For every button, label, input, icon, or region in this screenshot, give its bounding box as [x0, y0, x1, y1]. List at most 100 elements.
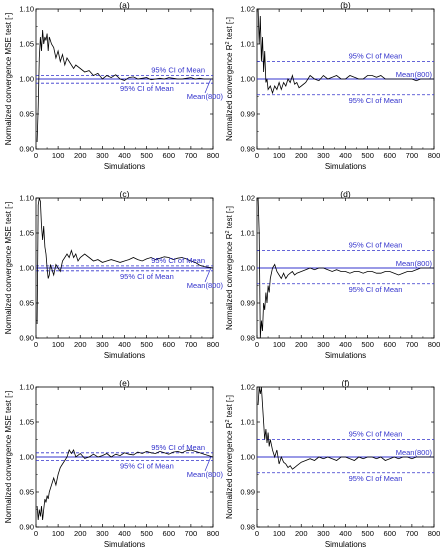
ci-upper-annotation: 95% CI of Mean [349, 430, 403, 439]
y-tick-label: 1.00 [240, 75, 255, 84]
y-tick-label: 1.01 [240, 229, 255, 238]
y-tick-label: 0.99 [240, 110, 255, 119]
x-tick-label: 100 [52, 340, 65, 349]
y-tick-label: 1.00 [19, 453, 34, 462]
x-tick-label: 300 [317, 529, 330, 538]
panel-e: (e) 0 100 200 300 400 500 600 700 800 0.90 0.95 1.00… [4, 378, 223, 549]
x-tick-label: 800 [428, 151, 441, 160]
series-line [257, 387, 434, 470]
y-axis-label: Normalized convergence MSE test [-] [4, 13, 13, 146]
y-axis-label: Normalized convergence MSE test [-] [4, 202, 13, 335]
y-tick-label: 0.98 [240, 145, 255, 154]
series-line [36, 198, 213, 325]
x-tick-label: 200 [74, 340, 87, 349]
x-tick-label: 500 [140, 151, 153, 160]
ci-upper-annotation: 95% CI of Mean [151, 443, 205, 452]
ci-lower-annotation: 95% CI of Mean [349, 285, 403, 294]
x-tick-label: 600 [162, 529, 175, 538]
y-tick-label: 1.10 [19, 5, 34, 14]
mean-annotation: Mean(800) [187, 470, 224, 479]
panel-d: (d) 0 100 200 300 400 500 600 700 800 0.98 0.99 1.00… [225, 189, 440, 360]
ci-lower-annotation: 95% CI of Mean [349, 474, 403, 483]
y-tick-label: 1.00 [19, 75, 34, 84]
x-tick-label: 500 [361, 151, 374, 160]
x-tick-label: 400 [339, 340, 352, 349]
y-axis-label: Normalized convergence MSE test [-] [4, 391, 13, 524]
superscript-2: 2 [225, 230, 231, 233]
x-tick-label: 0 [255, 529, 259, 538]
x-tick-label: 0 [255, 151, 259, 160]
x-tick-label: 700 [185, 529, 198, 538]
mean-annotation: Mean(800) [396, 448, 433, 457]
x-axis-label: Simulations [104, 162, 145, 171]
x-tick-label: 700 [406, 340, 419, 349]
y-tick-label: 0.98 [240, 334, 255, 343]
x-tick-label: 200 [295, 151, 308, 160]
x-tick-label: 500 [361, 340, 374, 349]
panel-label: (e) [119, 378, 130, 388]
x-tick-label: 600 [383, 151, 396, 160]
ci-lower-annotation: 95% CI of Mean [120, 84, 174, 93]
x-tick-label: 200 [74, 151, 87, 160]
y-tick-label: 0.98 [240, 523, 255, 532]
ci-upper-annotation: 95% CI of Mean [151, 66, 205, 75]
x-tick-label: 600 [383, 340, 396, 349]
x-axis-label: Simulations [325, 162, 366, 171]
panel-f: (f) 0 100 200 300 400 500 600 700 800 0.98 0.99 1.00… [225, 378, 440, 549]
x-tick-label: 800 [207, 529, 220, 538]
x-tick-label: 700 [185, 151, 198, 160]
x-tick-label: 300 [317, 340, 330, 349]
x-tick-label: 200 [295, 340, 308, 349]
y-axis-label-rest: test [-] [225, 206, 234, 230]
y-tick-label: 1.02 [240, 383, 255, 392]
y-tick-label: 0.90 [19, 523, 34, 532]
x-tick-label: 500 [140, 340, 153, 349]
x-tick-label: 600 [383, 529, 396, 538]
x-tick-label: 200 [74, 529, 87, 538]
y-tick-label: 1.10 [19, 383, 34, 392]
y-tick-label: 1.02 [240, 194, 255, 203]
y-tick-label: 0.90 [19, 334, 34, 343]
x-tick-label: 0 [34, 151, 38, 160]
ci-upper-annotation: 95% CI of Mean [349, 52, 403, 61]
y-tick-label: 1.05 [19, 229, 34, 238]
y-axis-label-rest: test [-] [225, 17, 234, 41]
x-tick-label: 100 [273, 529, 286, 538]
y-axis-label-rest: test [-] [225, 395, 234, 419]
superscript-2: 2 [225, 419, 231, 422]
panel-a: (a) 0 100 200 300 400 500 600 700 800 0.90 0.95 1.00… [4, 0, 223, 171]
mean-annotation: Mean(800) [187, 281, 224, 290]
x-tick-label: 100 [52, 151, 65, 160]
series-line [257, 9, 434, 95]
mean-annotation: Mean(800) [396, 70, 433, 79]
panel-label: (b) [340, 0, 351, 10]
x-tick-label: 0 [34, 340, 38, 349]
x-tick-label: 800 [428, 340, 441, 349]
y-tick-label: 1.05 [19, 40, 34, 49]
panel-c: (c) 0 100 200 300 400 500 600 700 800 0.90 0.95 1.00… [4, 189, 223, 360]
x-tick-label: 0 [34, 529, 38, 538]
y-axis-label: Normalized convergence R2 test [-] [225, 17, 234, 141]
x-tick-label: 100 [273, 340, 286, 349]
x-tick-label: 700 [185, 340, 198, 349]
x-tick-label: 500 [361, 529, 374, 538]
series-line [36, 449, 213, 521]
x-tick-label: 400 [118, 340, 131, 349]
panel-label: (d) [340, 189, 351, 199]
y-tick-label: 0.95 [19, 488, 34, 497]
x-tick-label: 100 [52, 529, 65, 538]
y-tick-label: 1.10 [19, 194, 34, 203]
panel-label: (a) [119, 0, 130, 10]
x-tick-label: 300 [317, 151, 330, 160]
series-line [36, 29, 213, 143]
x-tick-label: 700 [406, 529, 419, 538]
y-tick-label: 1.00 [240, 453, 255, 462]
superscript-2: 2 [225, 41, 231, 44]
y-axis-label: Normalized convergence R2 test [-] [225, 395, 234, 519]
x-tick-label: 800 [207, 151, 220, 160]
y-tick-label: 1.02 [240, 5, 255, 14]
x-tick-label: 500 [140, 529, 153, 538]
x-tick-label: 0 [255, 340, 259, 349]
x-tick-label: 100 [273, 151, 286, 160]
panel-b: (b) 0 100 200 300 400 500 600 700 800 0.98 0.99 1.00… [225, 0, 440, 171]
